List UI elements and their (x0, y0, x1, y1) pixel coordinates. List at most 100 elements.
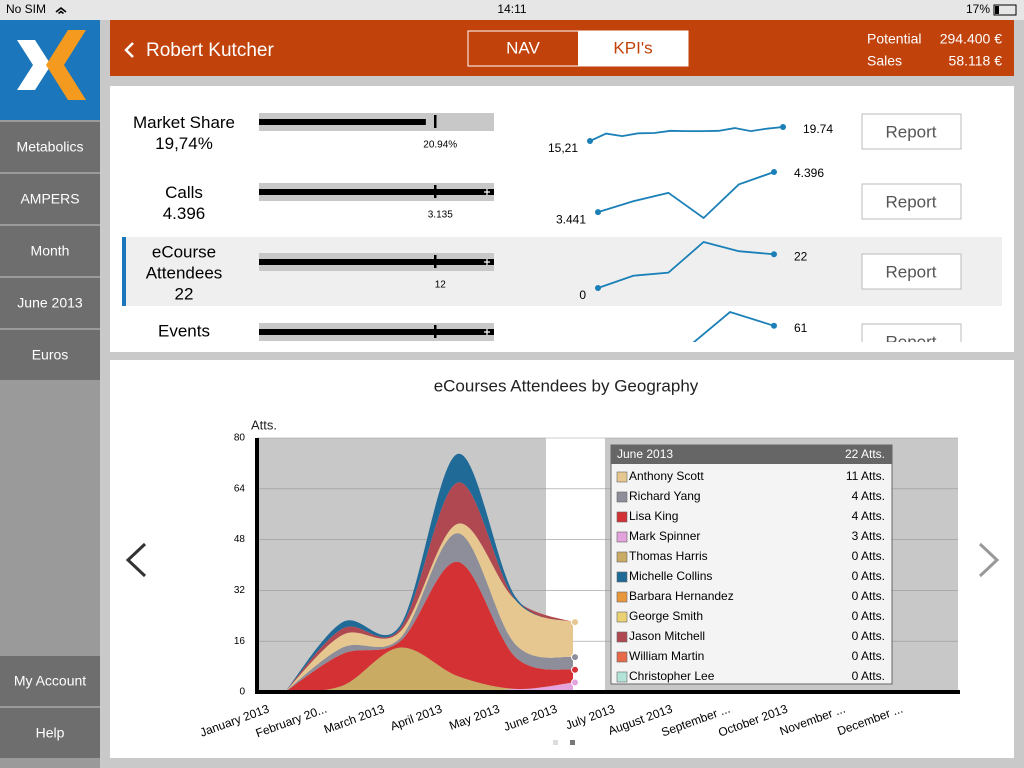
spark-start (595, 285, 601, 291)
spark-end-label: 61 (794, 321, 808, 335)
report-button[interactable] (861, 183, 962, 220)
legend-label: Lisa King (629, 509, 678, 523)
menu-item[interactable] (0, 226, 100, 276)
y-tick-label: 0 (239, 687, 245, 698)
spark-start (595, 209, 601, 216)
sparkline (589, 126, 784, 142)
clock: 14:11 (497, 2, 526, 16)
y-tick-label: 64 (234, 483, 246, 494)
legend-swatch (616, 631, 628, 643)
tab-nav[interactable]: NAV (506, 38, 540, 57)
overflow-plus (484, 329, 490, 335)
sales-value: 58.118 € (949, 53, 1003, 69)
prev-arrow[interactable] (125, 542, 147, 578)
report-button-label[interactable]: Report (885, 262, 936, 281)
report-button[interactable] (861, 323, 962, 359)
spark-end (780, 124, 786, 130)
tab-active (578, 31, 688, 66)
overflow-plus (484, 259, 490, 265)
menu-item-label[interactable]: Metabolics (17, 139, 84, 155)
area (285, 523, 573, 692)
legend-value: 0 Atts. (852, 609, 885, 623)
report-button-label[interactable]: Report (885, 192, 936, 211)
menu-item[interactable] (0, 278, 100, 328)
legend-value: 0 Atts. (852, 569, 885, 583)
legend-label: Thomas Harris (629, 549, 708, 563)
chart-title: eCourses Attendees by Geography (434, 376, 699, 395)
spark-end (771, 322, 777, 329)
spark-end-label: 19.74 (803, 122, 833, 136)
page-dot (553, 740, 558, 745)
tooltip-category: June 2013 (617, 447, 673, 461)
legend-value: 0 Atts. (852, 669, 885, 683)
menu-item[interactable] (0, 122, 100, 172)
next-arrow[interactable] (978, 542, 1000, 578)
report-button-label[interactable]: Report (885, 332, 936, 351)
legend-swatch (616, 491, 628, 503)
area (285, 561, 573, 692)
bullet-target-label: 20.94% (423, 140, 457, 151)
kpi-name: eCourse (152, 242, 216, 261)
battery-level (995, 6, 999, 14)
menu-item-label[interactable]: AMPERS (20, 191, 79, 207)
point (571, 653, 579, 662)
legend-label: Mark Spinner (629, 529, 700, 543)
legend-label: Richard Yang (629, 489, 701, 503)
menu-item-label[interactable]: My Account (14, 673, 86, 689)
bullet-bar (259, 259, 494, 265)
spark-end-label: 22 (794, 249, 808, 263)
battery-text: 17% (966, 2, 990, 16)
bullet-bar (259, 119, 426, 125)
y-tick-label: 48 (234, 534, 246, 545)
legend-label: William Martin (629, 649, 704, 663)
logo-right (46, 30, 86, 100)
legend-label: Anthony Scott (629, 469, 704, 483)
menu-item-label[interactable]: Month (31, 243, 70, 259)
kpi-name: Calls (165, 183, 203, 202)
row-indicator (122, 237, 126, 306)
status-bar (0, 0, 1024, 20)
kpi-value: 19,74% (155, 134, 213, 153)
legend-value: 3 Atts. (852, 529, 885, 543)
back-icon[interactable] (124, 42, 134, 58)
menu-item[interactable] (0, 708, 100, 758)
kpi-value: 4.396 (163, 204, 206, 223)
potential-label: Potential (867, 31, 921, 47)
point (571, 618, 579, 627)
kpi-name: Attendees (146, 263, 223, 282)
legend-swatch (616, 531, 628, 543)
spark-end-label: 4.396 (794, 166, 824, 180)
header-title[interactable]: Robert Kutcher (146, 40, 274, 61)
sparkline (692, 310, 775, 342)
legend-label: Christopher Lee (629, 669, 715, 683)
sales-label: Sales (867, 53, 902, 69)
report-button[interactable] (861, 253, 962, 290)
legend-value: 4 Atts. (852, 509, 885, 523)
y-tick-label: 16 (234, 636, 246, 647)
menu-item-label[interactable]: June 2013 (17, 295, 83, 311)
spark-start-label: 3.441 (556, 212, 586, 226)
tab-kpis[interactable]: KPI's (613, 38, 652, 57)
report-button-label[interactable]: Report (885, 122, 936, 141)
y-tick-label: 80 (234, 433, 246, 444)
menu-item[interactable] (0, 330, 100, 380)
spark-start (587, 138, 593, 144)
row-highlight (122, 237, 1002, 306)
tooltip-header (611, 445, 892, 464)
legend-value: 0 Atts. (852, 549, 885, 563)
carrier: No SIM (6, 2, 46, 16)
logo-left (17, 40, 51, 90)
legend-label: George Smith (629, 609, 703, 623)
report-button[interactable] (861, 113, 962, 150)
point (571, 678, 579, 687)
legend-value: 0 Atts. (852, 589, 885, 603)
menu-item-label[interactable]: Euros (32, 347, 69, 363)
menu-item[interactable] (0, 656, 100, 706)
menu-item-label[interactable]: Help (36, 725, 65, 741)
legend-swatch (616, 611, 628, 623)
legend-swatch (616, 511, 628, 523)
menu-item[interactable] (0, 174, 100, 224)
legend-swatch (616, 471, 628, 483)
y-axis-label: Atts. (251, 417, 277, 432)
